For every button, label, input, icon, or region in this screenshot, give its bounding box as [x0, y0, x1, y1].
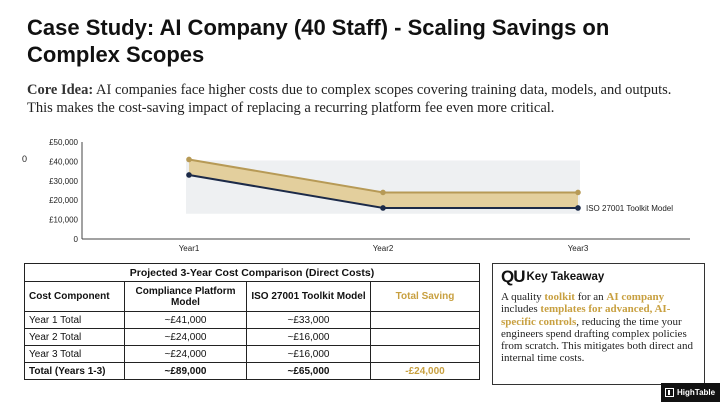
saving — [370, 311, 480, 329]
y-tick-label: £30,000 — [49, 177, 78, 186]
row-label: Year 2 Total — [24, 328, 125, 346]
cost-chart: £50,000 £40,000 £30,000 £20,000 £10,000 0 0 ISO… — [0, 132, 720, 256]
key-takeaway-title: Key Takeaway — [526, 271, 605, 283]
logo-text: HighTable — [677, 388, 716, 397]
core-idea-label: Core Idea: — [27, 82, 94, 98]
table-total-row: Total (Years 1-3) ~£89,000 ~£65,000 -£24… — [24, 362, 480, 380]
header-cost-component: Cost Component — [24, 281, 125, 312]
table-row: Year 1 Total ~£41,000 ~£33,000 — [24, 311, 480, 329]
total-label: Total (Years 1-3) — [24, 362, 125, 380]
toolkit-cost: ~£16,000 — [246, 345, 371, 363]
total-platform-cost: ~£89,000 — [124, 362, 247, 380]
y-tick-label: 0 — [74, 235, 79, 244]
table-row: Year 3 Total ~£24,000 ~£16,000 — [24, 345, 480, 363]
table-header-row: Cost Component Compliance Platform Model… — [24, 281, 480, 312]
saving — [370, 345, 480, 363]
series-label: ISO 27001 Toolkit Model — [586, 204, 673, 213]
row-label: Year 1 Total — [24, 311, 125, 329]
platform-cost: ~£24,000 — [124, 328, 247, 346]
data-point — [380, 205, 386, 211]
takeaway-text-part: for an — [574, 291, 607, 303]
y-tick-label: £10,000 — [49, 216, 78, 225]
takeaway-highlight: AI company — [606, 291, 665, 303]
takeaway-text-part: A quality — [501, 291, 545, 303]
table-row: Year 2 Total ~£24,000 ~£16,000 — [24, 328, 480, 346]
data-point — [575, 205, 581, 211]
header-total-saving: Total Saving — [370, 281, 480, 312]
x-tick-label: Year3 — [568, 244, 589, 253]
core-idea-text: AI companies face higher costs due to co… — [27, 82, 672, 116]
cost-comparison-table: Projected 3-Year Cost Comparison (Direct… — [24, 263, 480, 380]
x-tick-label: Year2 — [373, 244, 394, 253]
toolkit-cost: ~£16,000 — [246, 328, 371, 346]
data-point — [186, 156, 192, 163]
platform-cost: ~£24,000 — [124, 345, 247, 363]
page-title: Case Study: AI Company (40 Staff) - Scal… — [27, 15, 610, 67]
logo-mark-icon — [665, 388, 674, 397]
data-point — [380, 189, 386, 196]
y-tick-label: £20,000 — [49, 196, 78, 205]
platform-cost: ~£41,000 — [124, 311, 247, 329]
area-between-series — [189, 159, 578, 208]
saving — [370, 328, 480, 346]
x-tick-label: Year1 — [179, 244, 200, 253]
header-platform-model: Compliance Platform Model — [124, 281, 247, 312]
header-toolkit-model: ISO 27001 Toolkit Model — [246, 281, 371, 312]
core-idea: Core Idea: AI companies face higher cost… — [27, 81, 697, 117]
key-takeaway-text: A quality toolkit for an AI company incl… — [501, 291, 696, 365]
y-tick-label: £40,000 — [49, 157, 78, 166]
takeaway-highlight: toolkit — [544, 291, 575, 303]
stray-label: 0 — [22, 154, 27, 164]
hightable-logo: HighTable — [661, 383, 720, 402]
key-takeaway-box: QU Key Takeaway A quality toolkit for an… — [492, 263, 705, 385]
row-label: Year 3 Total — [24, 345, 125, 363]
data-point — [575, 189, 581, 196]
table-caption: Projected 3-Year Cost Comparison (Direct… — [24, 263, 480, 282]
takeaway-text-part: , reducing the time your engineers spend… — [501, 315, 693, 365]
cost-chart-svg: £50,000 £40,000 £30,000 £20,000 £10,000 0 0 ISO… — [22, 138, 690, 253]
total-saving: -£24,000 — [370, 362, 480, 380]
takeaway-highlight: templates for advanced, AI-specific cont… — [501, 303, 671, 328]
key-takeaway-icon: QU — [501, 267, 525, 286]
takeaway-text-part: includes — [501, 303, 541, 316]
total-toolkit-cost: ~£65,000 — [246, 362, 371, 380]
toolkit-cost: ~£33,000 — [246, 311, 371, 329]
y-tick-label: £50,000 — [49, 138, 78, 147]
data-point — [186, 172, 192, 178]
